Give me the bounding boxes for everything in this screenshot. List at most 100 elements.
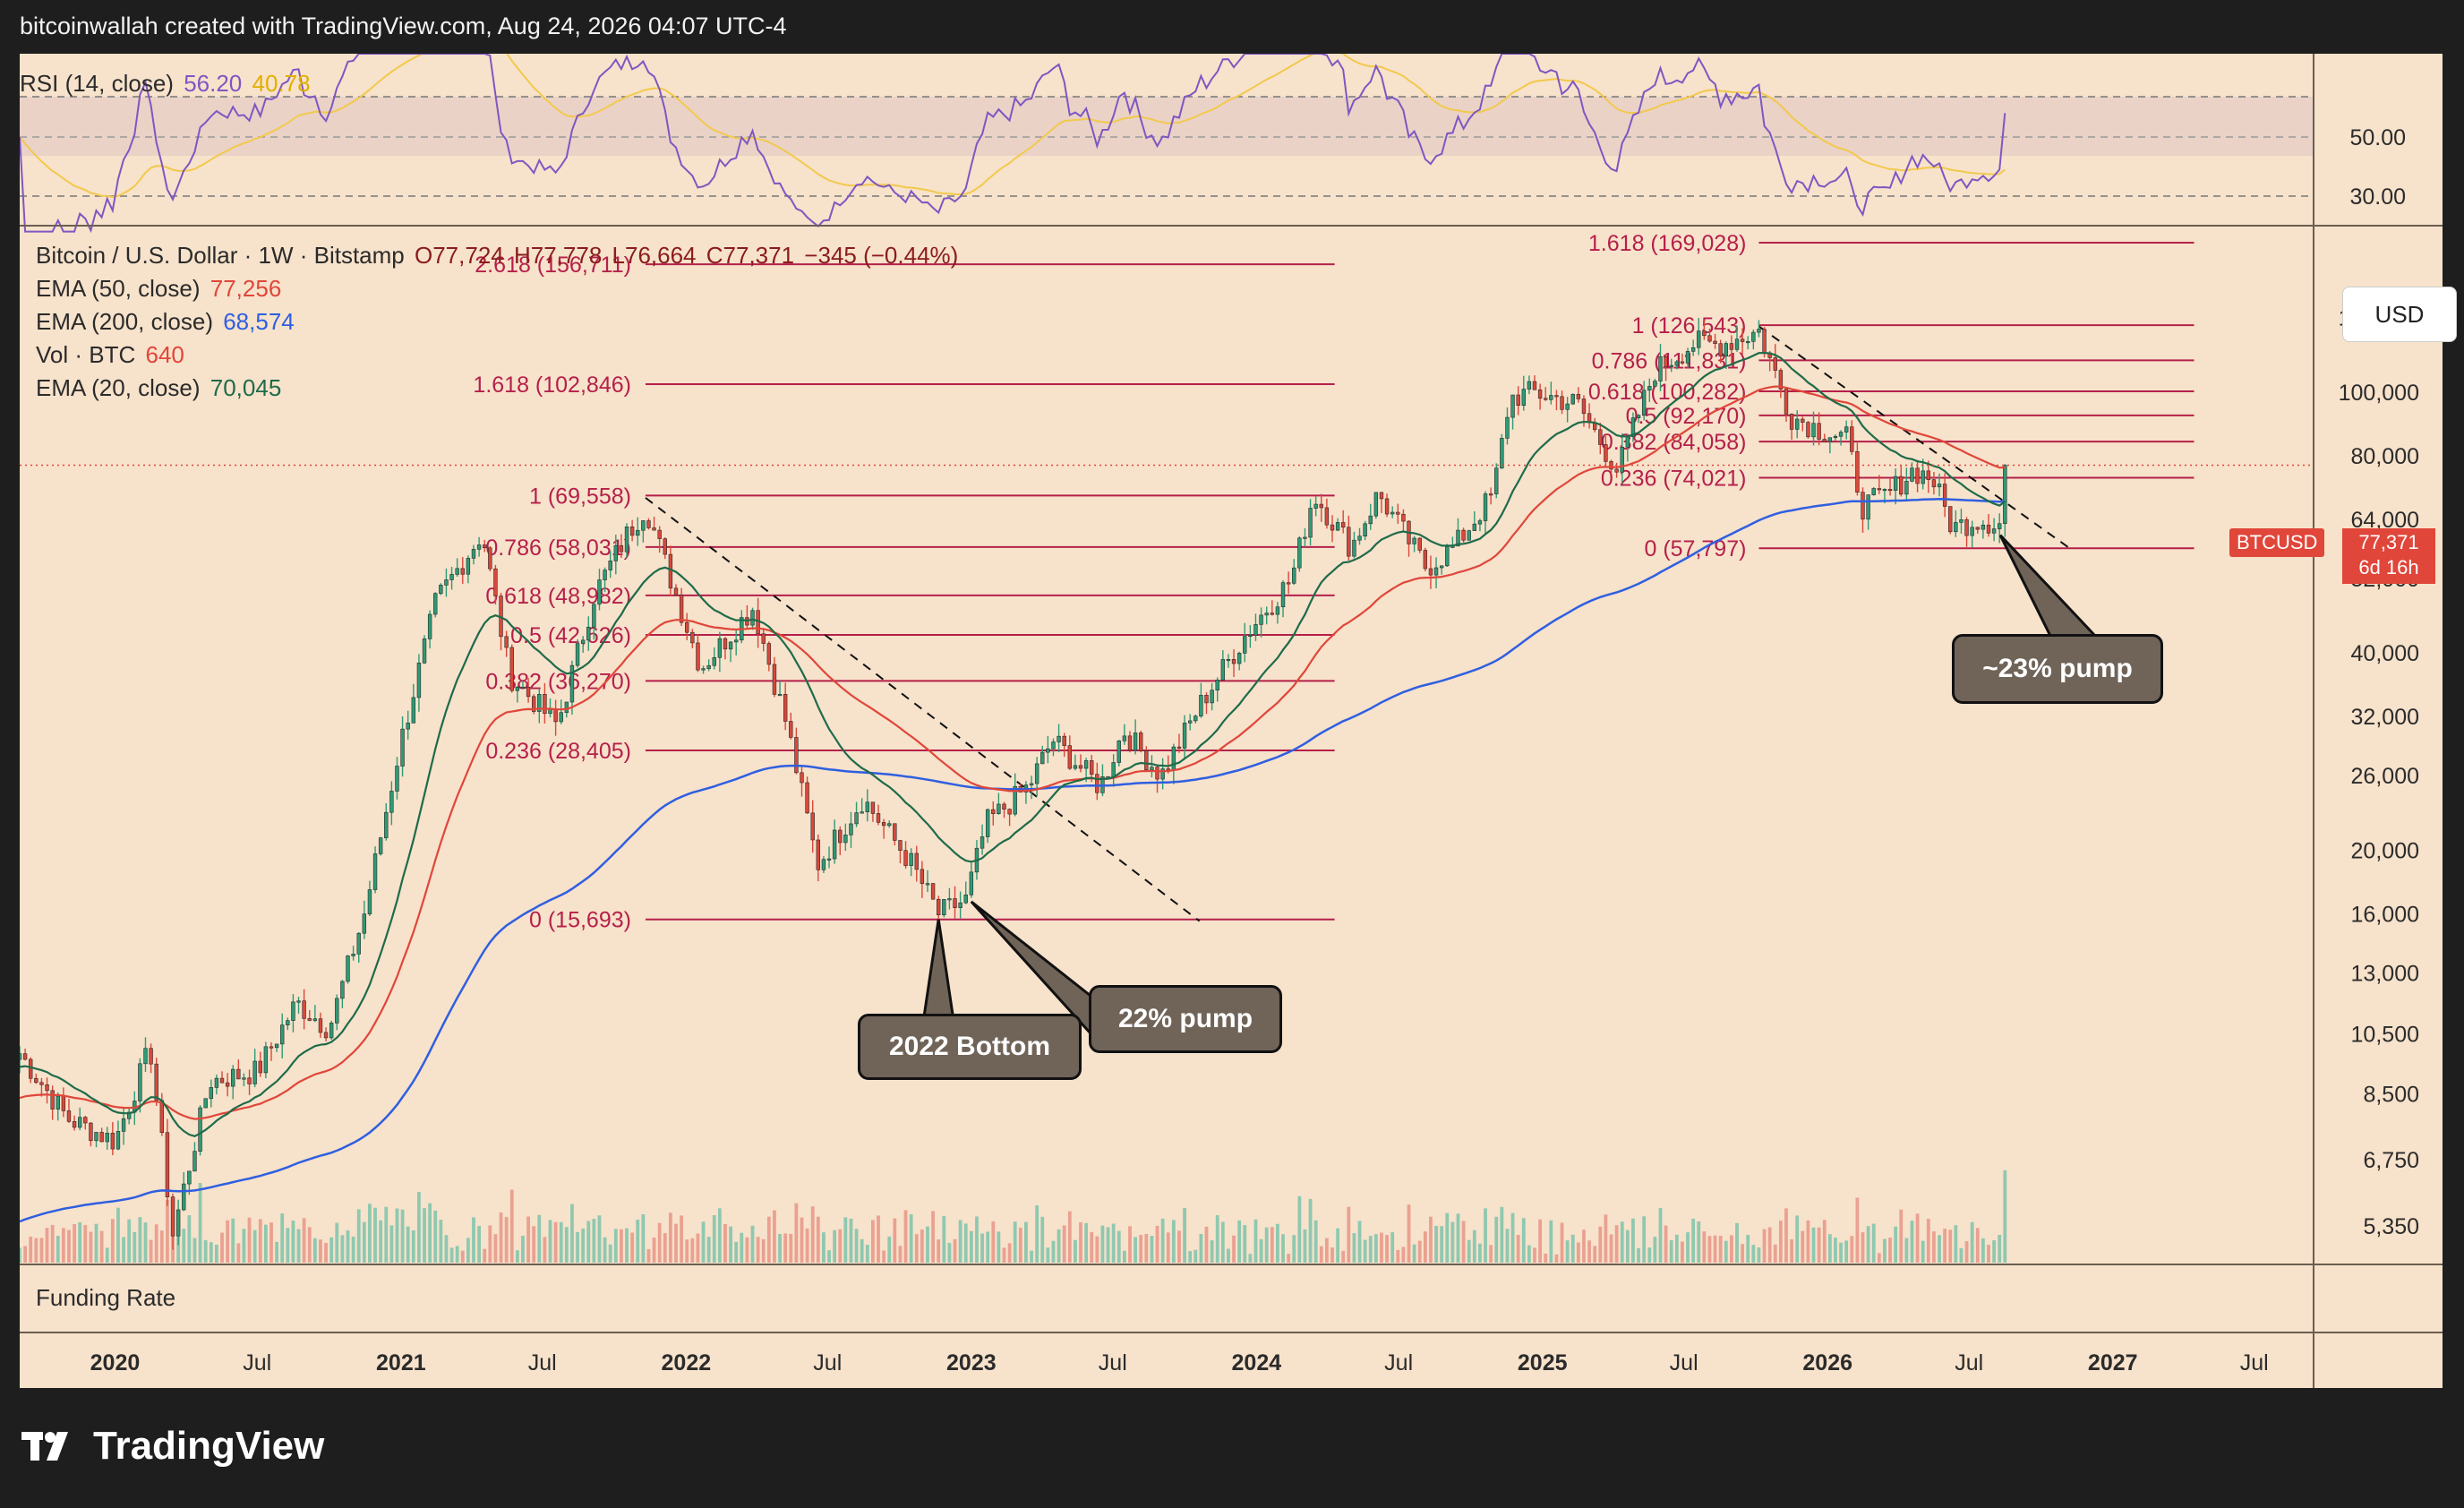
candle-body (455, 568, 459, 575)
candle-body (1724, 343, 1728, 357)
candle-body (1948, 506, 1953, 533)
candle-body (1784, 389, 1789, 415)
volume-bar (975, 1216, 979, 1263)
ohlc-close: C77,371 (706, 242, 795, 269)
volume-bar (1281, 1234, 1285, 1263)
candle-body (1565, 403, 1570, 410)
candle-body (1620, 447, 1624, 473)
volume-bar (843, 1217, 848, 1263)
volume-bar (247, 1217, 252, 1263)
fib-level-label: 1 (126,543) (1632, 313, 1747, 338)
ema20-legend: EMA (20, close) 70,045 (36, 374, 285, 402)
volume-bar (466, 1238, 470, 1263)
volume-bar (1510, 1212, 1515, 1263)
volume-bar (963, 1223, 968, 1263)
candle-body (1838, 432, 1844, 437)
candle-body (1275, 606, 1280, 615)
candle-body (1204, 695, 1209, 704)
candle-body (1303, 536, 1307, 539)
volume-bar (61, 1228, 65, 1263)
volume-bar (493, 1234, 498, 1263)
volume-bar (1970, 1221, 1974, 1263)
volume-bar (29, 1236, 33, 1263)
candle-body (636, 529, 640, 536)
volume-bar (1456, 1213, 1460, 1263)
candle-body (1674, 361, 1680, 366)
candle-body (1734, 338, 1740, 350)
candle-body (1795, 418, 1800, 430)
chart-svg[interactable]: 0 (15,693) 0.236 (28,405) 0.382 (36,270) 0.… (20, 54, 2443, 1388)
volume-bar (105, 1247, 109, 1263)
volume-bar (1801, 1230, 1805, 1263)
volume-bar (149, 1239, 153, 1263)
fib-level-label: 0.786 (111,831) (1592, 348, 1747, 373)
volume-bar (1910, 1221, 1914, 1263)
volume-bar (931, 1211, 935, 1263)
volume-bar (1844, 1240, 1849, 1263)
volume-bar (1183, 1207, 1186, 1263)
candle-body (105, 1133, 109, 1143)
candle-body (1428, 568, 1433, 576)
candle-body (1013, 785, 1017, 815)
candle-body (45, 1084, 49, 1092)
volume-bar (1811, 1227, 1816, 1263)
volume-bar (2003, 1170, 2007, 1263)
price-tick-label: 100,000 (2339, 381, 2419, 406)
volume-bar (641, 1214, 646, 1263)
candle-body (1658, 356, 1663, 381)
candle-body (1981, 524, 1986, 530)
price-tick-label: 13,000 (2351, 962, 2419, 987)
volume-bar (515, 1250, 519, 1263)
volume-bar (220, 1232, 224, 1263)
volume-bar (1128, 1226, 1132, 1263)
candle-body (1762, 329, 1767, 354)
candle-body (1433, 567, 1439, 576)
fib-level-label: 0.786 (58,031) (485, 536, 631, 561)
tradingview-logo[interactable]: TradingView (21, 1424, 324, 1469)
volume-bar (773, 1210, 776, 1263)
candle-body (619, 544, 624, 553)
price-axis: 130,000100,00080,00064,00052,00040,00032… (2339, 306, 2419, 1239)
volume-bar (953, 1238, 957, 1263)
callout-22-pump: 22% pump (1089, 985, 1282, 1053)
candle-body (411, 697, 415, 724)
candle-body (1926, 470, 1930, 480)
candle-body (22, 1053, 28, 1060)
volume-bar (1527, 1245, 1531, 1263)
time-tick-label: Jul (1099, 1350, 1127, 1375)
candle-body (592, 604, 596, 628)
time-tick-label: 2020 (90, 1350, 141, 1375)
candle-body (1630, 417, 1636, 438)
candle-body (1363, 523, 1367, 536)
volume-bar (406, 1226, 410, 1263)
price-tick-label: 5,350 (2363, 1214, 2419, 1239)
volume-bar (608, 1244, 612, 1263)
volume-bar (1407, 1204, 1411, 1263)
volume-bar (800, 1217, 804, 1263)
candle-body (66, 1110, 72, 1122)
chart-panel[interactable]: 0 (15,693) 0.236 (28,405) 0.382 (36,270) 0.… (20, 54, 2457, 1388)
volume-bar (625, 1228, 629, 1263)
candle-body (1850, 426, 1854, 452)
candle-body (1516, 394, 1520, 406)
volume-bar (324, 1242, 328, 1263)
candle-body (870, 801, 876, 814)
volume-bar (1855, 1197, 1860, 1263)
candle-body (154, 1063, 158, 1101)
volume-bar (1035, 1205, 1040, 1263)
candle-body (1187, 720, 1193, 724)
volume-bar (1593, 1246, 1597, 1263)
candle-body (706, 664, 711, 669)
volume-bar (548, 1220, 552, 1263)
volume-bar (1751, 1245, 1756, 1263)
candle-body (340, 981, 345, 999)
currency-button[interactable]: USD (2342, 287, 2457, 342)
volume-bar (340, 1235, 345, 1263)
candle-body (898, 840, 903, 852)
candle-body (1833, 435, 1838, 439)
trendline (645, 497, 1201, 922)
ema20-line (20, 351, 2006, 1137)
volume-bar (1718, 1236, 1723, 1263)
volume-bar (362, 1221, 366, 1263)
volume-bar (1090, 1231, 1094, 1263)
